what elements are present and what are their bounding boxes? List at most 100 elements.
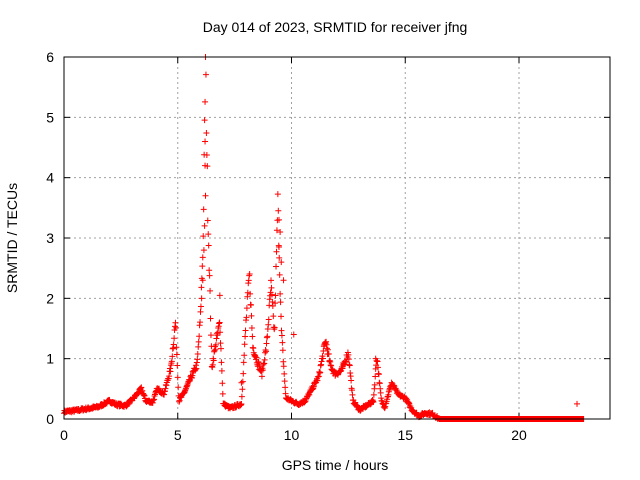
data-point [216,292,223,299]
data-point [276,271,283,278]
y-tick-label: 2 [46,290,54,306]
data-point [239,386,246,393]
data-point [374,364,381,371]
data-point [280,363,287,370]
data-point [194,356,201,363]
data-point [277,290,284,297]
data-point [238,379,245,386]
data-point [216,319,223,326]
data-point [203,129,210,136]
data-point [240,370,247,377]
data-point [241,341,248,348]
data-point [193,365,200,372]
data-point [241,352,248,359]
data-point [195,338,202,345]
data-point [199,263,206,270]
data-point [265,321,272,328]
data-point [206,272,213,279]
data-point [217,340,224,347]
data-point [279,339,286,346]
x-axis-label: GPS time / hours [282,457,389,473]
data-point [200,206,207,213]
data-point [248,325,255,332]
data-point [325,350,332,357]
data-point [279,347,286,354]
data-point [199,254,206,261]
data-point [255,359,262,366]
data-point [206,267,213,274]
data-point [282,384,289,391]
data-point [239,378,246,385]
data-point [175,384,182,391]
data-point [202,138,209,145]
data-point [194,351,201,358]
data-point [238,400,245,407]
data-point [173,344,180,351]
x-tick-label: 20 [511,427,527,443]
y-axis-label: SRMTID / TECUs [4,183,20,293]
x-tick-label: 15 [397,427,413,443]
data-point [198,295,205,302]
data-point [219,380,226,387]
data-point [242,327,249,334]
data-point [275,216,282,223]
y-tick-label: 1 [46,351,54,367]
data-point [243,305,250,312]
data-point [259,367,266,374]
chart-title: Day 014 of 2023, SRMTID for receiver jfn… [203,19,468,35]
data-point [272,292,279,299]
y-tick-label: 4 [46,170,54,186]
data-point [268,284,275,291]
data-point [219,390,226,397]
data-point [346,362,353,369]
data-point [201,222,208,229]
data-point [273,263,280,270]
data-point [278,313,285,320]
data-point [370,391,377,398]
data-point [290,331,297,338]
data-point [173,351,180,358]
data-point [205,242,212,249]
data-point [217,329,224,336]
data-point [270,313,277,320]
data-point [248,301,255,308]
data-point [372,373,379,380]
data-point [323,345,330,352]
data-point [197,308,204,315]
data-point [246,270,253,277]
data-point [242,333,249,340]
data-point [212,341,219,348]
data-point [196,333,203,340]
data-point [263,348,270,355]
data-point [258,367,265,374]
data-point [217,345,224,352]
data-point [174,362,181,369]
data-point [247,290,254,297]
data-point [281,378,288,385]
data-point [268,291,275,298]
data-point [210,357,217,364]
y-tick-label: 5 [46,109,54,125]
data-point [370,399,377,406]
data-point [271,324,278,331]
data-point [273,248,280,255]
data-point [207,315,214,322]
data-point [174,374,181,381]
data-point [171,335,178,342]
data-point [319,355,326,362]
data-point [574,400,581,407]
data-point [317,369,324,376]
data-point [243,314,250,321]
data-point [277,228,284,235]
data-point [218,359,225,366]
data-point [197,303,204,310]
data-point [343,359,350,366]
data-point [265,316,272,323]
data-point [199,277,206,284]
data-point [263,340,270,347]
x-tick-label: 5 [174,427,182,443]
data-point [261,356,268,363]
data-point [249,333,256,340]
data-points [61,54,587,422]
